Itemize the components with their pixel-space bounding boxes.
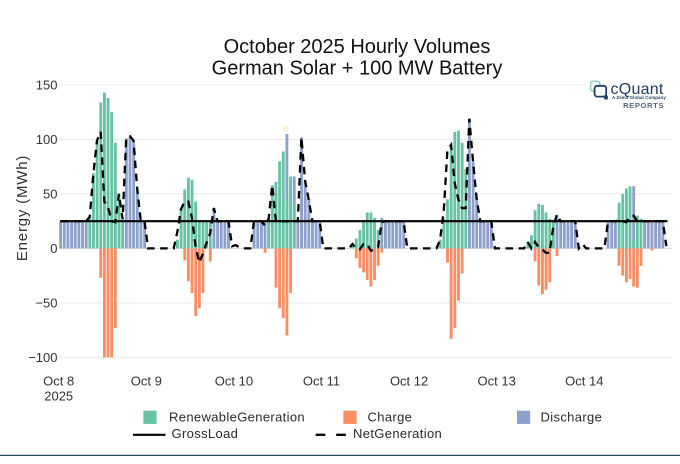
svg-text:Energy (MWh): Energy (MWh) — [14, 155, 31, 261]
svg-text:100: 100 — [36, 132, 58, 147]
svg-text:0: 0 — [50, 241, 57, 256]
svg-text:150: 150 — [36, 78, 58, 93]
svg-text:RenewableGeneration: RenewableGeneration — [169, 410, 305, 425]
svg-text:−100: −100 — [28, 350, 57, 365]
svg-text:Discharge: Discharge — [541, 410, 603, 425]
svg-text:GrossLoad: GrossLoad — [172, 426, 239, 441]
svg-text:Oct 12: Oct 12 — [390, 374, 428, 389]
svg-text:Oct 10: Oct 10 — [215, 374, 253, 389]
svg-text:Oct 9: Oct 9 — [131, 374, 162, 389]
svg-text:Oct 13: Oct 13 — [478, 374, 516, 389]
svg-text:REPORTS: REPORTS — [623, 101, 664, 110]
svg-text:Oct 14: Oct 14 — [565, 374, 603, 389]
svg-text:Charge: Charge — [368, 410, 413, 425]
svg-text:A Zema Global Company: A Zema Global Company — [612, 95, 666, 100]
svg-text:October 2025 Hourly Volumes: October 2025 Hourly Volumes — [224, 36, 491, 58]
svg-text:2025: 2025 — [44, 389, 73, 404]
svg-text:Oct 11: Oct 11 — [303, 374, 340, 389]
svg-text:cQuant: cQuant — [611, 81, 664, 98]
svg-text:50: 50 — [43, 187, 57, 202]
svg-text:German Solar + 100 MW Battery: German Solar + 100 MW Battery — [212, 58, 503, 80]
svg-text:Oct 8: Oct 8 — [43, 374, 74, 389]
svg-text:−50: −50 — [35, 296, 57, 311]
svg-text:NetGeneration: NetGeneration — [353, 426, 442, 441]
